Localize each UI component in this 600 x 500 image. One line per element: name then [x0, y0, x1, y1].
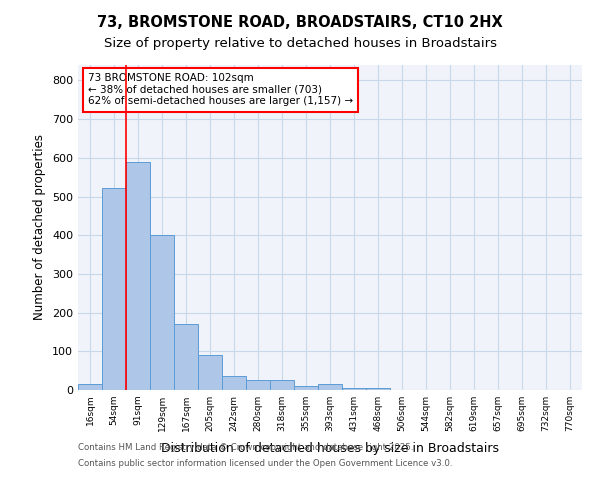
Bar: [294, 386, 318, 390]
Bar: [318, 384, 342, 390]
Text: Size of property relative to detached houses in Broadstairs: Size of property relative to detached ho…: [104, 38, 497, 51]
Bar: [78, 384, 102, 390]
Y-axis label: Number of detached properties: Number of detached properties: [34, 134, 46, 320]
Bar: [246, 380, 270, 390]
Bar: [102, 188, 126, 390]
Text: Contains HM Land Registry data © Crown copyright and database right 2025.: Contains HM Land Registry data © Crown c…: [78, 442, 413, 452]
Bar: [366, 388, 390, 390]
X-axis label: Distribution of detached houses by size in Broadstairs: Distribution of detached houses by size …: [161, 442, 499, 456]
Bar: [270, 380, 294, 390]
Bar: [222, 376, 246, 390]
Text: 73 BROMSTONE ROAD: 102sqm
← 38% of detached houses are smaller (703)
62% of semi: 73 BROMSTONE ROAD: 102sqm ← 38% of detac…: [88, 73, 353, 106]
Bar: [198, 355, 222, 390]
Bar: [150, 235, 174, 390]
Text: 73, BROMSTONE ROAD, BROADSTAIRS, CT10 2HX: 73, BROMSTONE ROAD, BROADSTAIRS, CT10 2H…: [97, 15, 503, 30]
Bar: [174, 324, 198, 390]
Bar: [342, 388, 366, 390]
Text: Contains public sector information licensed under the Open Government Licence v3: Contains public sector information licen…: [78, 459, 452, 468]
Bar: [126, 162, 150, 390]
